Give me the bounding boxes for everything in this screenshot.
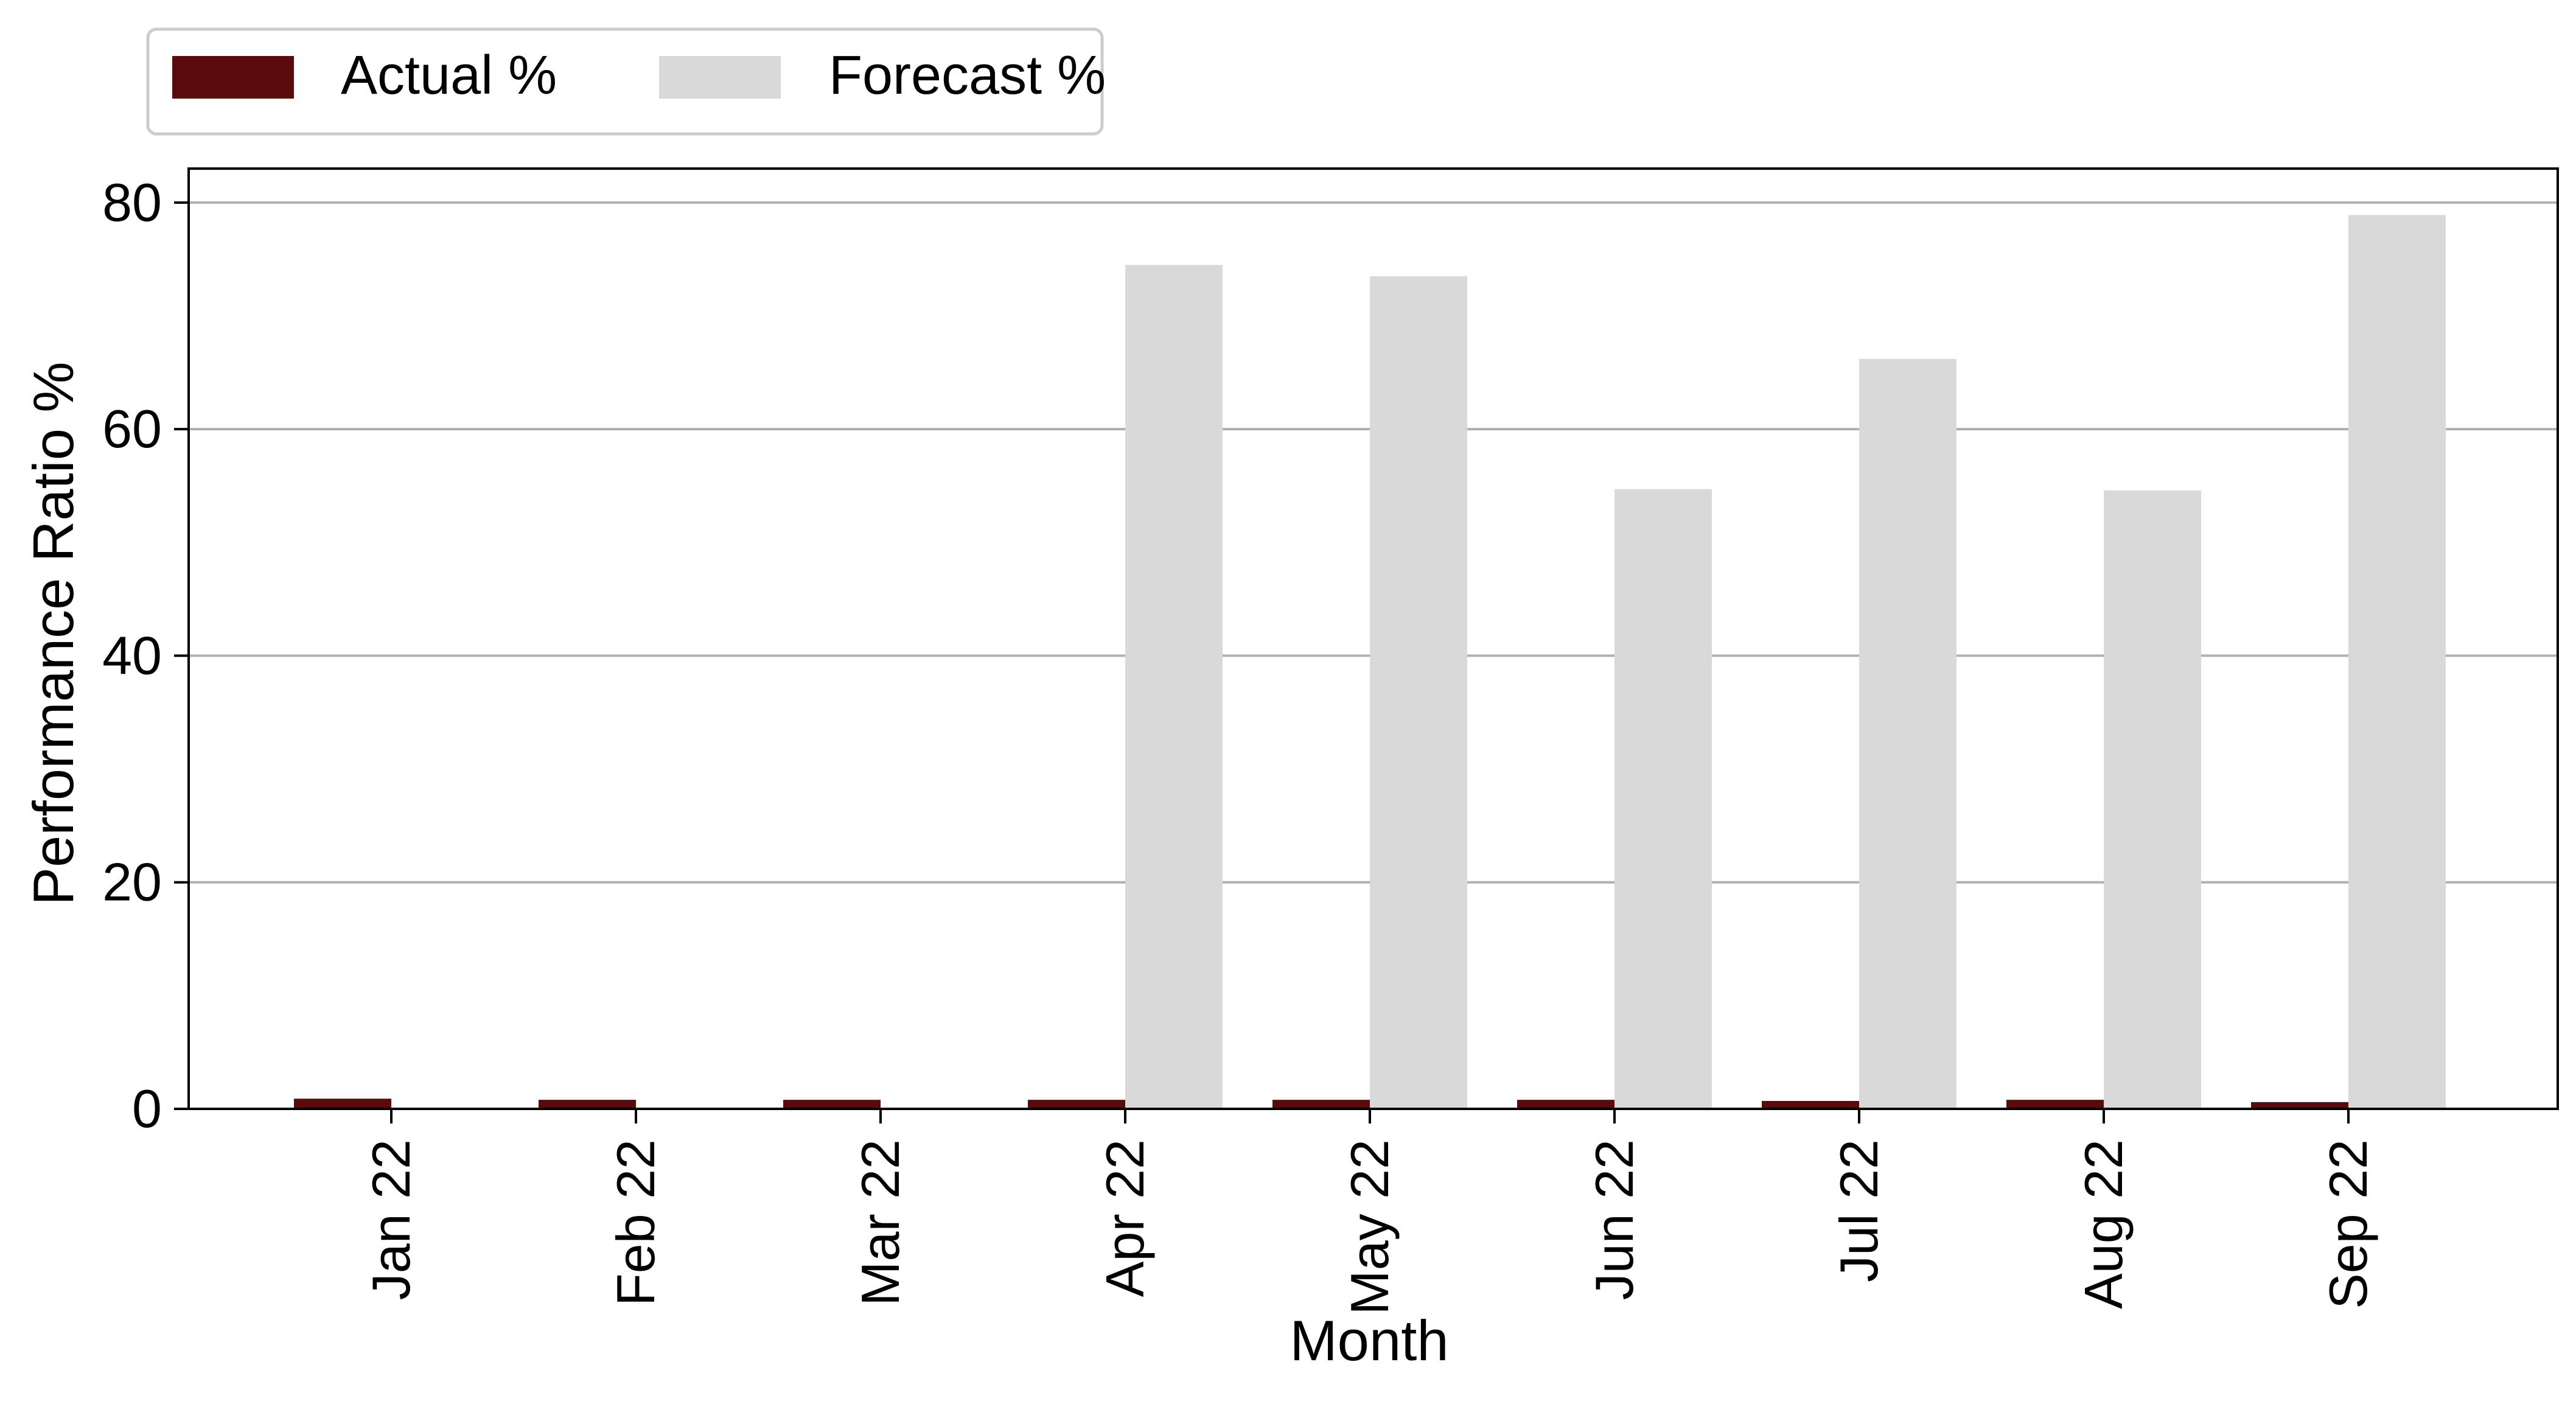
x-tick-label: May 22 — [1339, 1139, 1400, 1315]
y-tick-label: 60 — [102, 399, 162, 459]
bar-actual-mar-22 — [783, 1100, 881, 1109]
x-axis-title: Month — [1290, 1308, 1448, 1372]
bar-actual-may-22 — [1272, 1100, 1370, 1109]
bar-actual-jul-22 — [1762, 1100, 1859, 1109]
legend: Actual % Forecast % — [146, 27, 1106, 136]
x-tick-label: Jan 22 — [361, 1139, 421, 1300]
bar-actual-jan-22 — [294, 1099, 391, 1109]
bar-actual-aug-22 — [2006, 1100, 2104, 1109]
bar-forecast-aug-22 — [2104, 490, 2201, 1109]
plot-frame — [187, 167, 2559, 1110]
bar-forecast-sep-22 — [2348, 215, 2446, 1109]
y-axis-title: Performance Ratio % — [21, 362, 85, 905]
bar-actual-jun-22 — [1517, 1100, 1614, 1109]
bar-layer — [294, 215, 2446, 1109]
bar-actual-feb-22 — [539, 1100, 636, 1109]
x-tick-label: Jun 22 — [1584, 1139, 1644, 1300]
x-tick-label: Feb 22 — [606, 1139, 666, 1306]
legend-label-forecast: Forecast % — [829, 45, 1106, 106]
x-tick-label: Apr 22 — [1095, 1139, 1155, 1297]
bar-forecast-jun-22 — [1614, 489, 1712, 1109]
legend-swatch-actual — [172, 56, 294, 99]
x-tick-label: Jul 22 — [1829, 1139, 1889, 1282]
bar-forecast-may-22 — [1370, 276, 1467, 1109]
axis-layer: Jan 22 Feb 22 Mar 22 Apr 22 May 22 Jun 22 Jul … — [102, 167, 2559, 1315]
y-tick-label: 80 — [102, 172, 162, 232]
legend-label-actual: Actual % — [341, 45, 557, 106]
legend-swatch-forecast — [659, 56, 781, 99]
bar-forecast-jul-22 — [1859, 358, 1956, 1109]
bar-actual-apr-22 — [1028, 1100, 1125, 1109]
bar-actual-sep-22 — [2251, 1102, 2348, 1109]
x-tick-label: Sep 22 — [2318, 1139, 2378, 1309]
y-tick-label: 0 — [132, 1078, 162, 1139]
bar-forecast-apr-22 — [1125, 265, 1223, 1109]
legend-frame — [146, 27, 1104, 136]
x-tick-label: Aug 22 — [2073, 1139, 2134, 1309]
y-tick-label: 20 — [102, 852, 162, 912]
x-tick-label: Mar 22 — [850, 1139, 910, 1306]
y-tick-label: 40 — [102, 625, 162, 685]
